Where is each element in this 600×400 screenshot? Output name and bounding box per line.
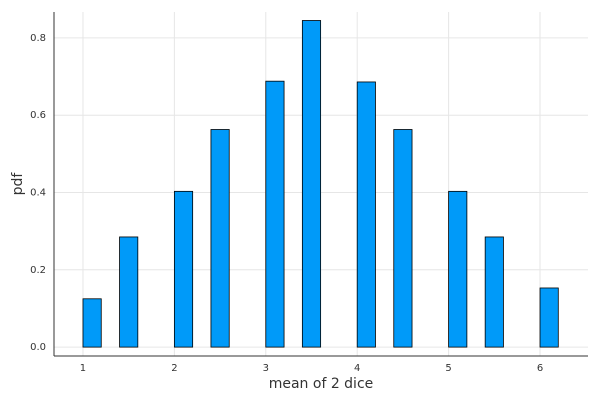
x-tick-label: 1 (80, 363, 86, 374)
x-tick-label: 4 (354, 363, 360, 374)
y-tick-label: 0.0 (30, 342, 46, 353)
bar (119, 236, 139, 348)
x-tick-label: 2 (171, 363, 177, 374)
bar (484, 236, 504, 348)
bar (173, 190, 194, 348)
x-tick-label: 3 (263, 363, 269, 374)
bar (210, 129, 230, 348)
bar (82, 298, 102, 348)
y-axis-label: pdf (10, 172, 26, 196)
bar (356, 81, 376, 348)
x-axis-label: mean of 2 dice (269, 376, 374, 392)
y-tick-label: 0.2 (30, 265, 46, 276)
x-tick-label: 6 (537, 363, 543, 374)
y-tick-label: 0.6 (30, 110, 46, 121)
y-tick-label: 0.8 (30, 33, 46, 44)
x-tick-label: 5 (445, 363, 451, 374)
y-tick-label: 0.4 (30, 188, 46, 199)
bar (301, 20, 322, 348)
bar (265, 80, 285, 348)
bar (539, 287, 559, 348)
bar (448, 190, 468, 348)
bar (393, 129, 413, 348)
